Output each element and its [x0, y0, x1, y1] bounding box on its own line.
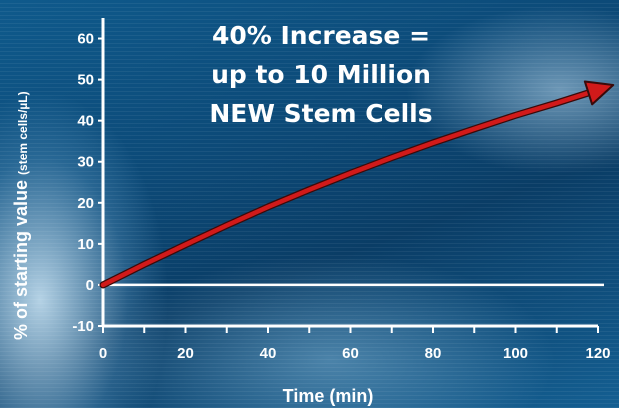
series-layer: [99, 80, 615, 289]
x-axis-label: Time (min): [283, 386, 374, 406]
series-line: [100, 87, 601, 288]
y-axis-label-unit: (stem cells/µL): [16, 91, 30, 175]
x-tick-label: 60: [342, 345, 359, 362]
title-line-2: up to 10 Million: [211, 60, 431, 89]
y-axis-label-main: % of starting value: [11, 180, 31, 340]
axes: -10 0 10 20 30 40 50 60 0 20 40 60 80 100 120: [72, 18, 611, 362]
y-tick-label: -10: [72, 318, 94, 335]
chart-title: 40% Increase = up to 10 Million NEW Stem…: [209, 21, 432, 128]
x-tick-label: 100: [503, 345, 528, 362]
y-tick-label: 0: [86, 277, 94, 294]
title-line-1: 40% Increase =: [212, 21, 430, 50]
x-tick-label: 0: [99, 345, 107, 362]
x-tick-label: 20: [177, 345, 194, 362]
y-axis-label: % of starting value (stem cells/µL): [11, 91, 31, 340]
y-tick-label: 50: [77, 72, 94, 89]
x-tick-label: 40: [260, 345, 277, 362]
x-tick-label: 120: [585, 345, 610, 362]
y-tick-label: 30: [77, 154, 94, 171]
y-tick-label: 40: [77, 113, 94, 130]
svg-text:% of starting value(stem cells: % of starting value (stem cells/µL): [11, 91, 31, 340]
series-arrowhead: [583, 80, 615, 106]
y-tick-label: 60: [77, 31, 94, 48]
y-tick-label: 20: [77, 195, 94, 212]
x-tick-label: 80: [425, 345, 442, 362]
y-tick-label: 10: [77, 236, 94, 253]
title-line-3: NEW Stem Cells: [209, 99, 432, 128]
